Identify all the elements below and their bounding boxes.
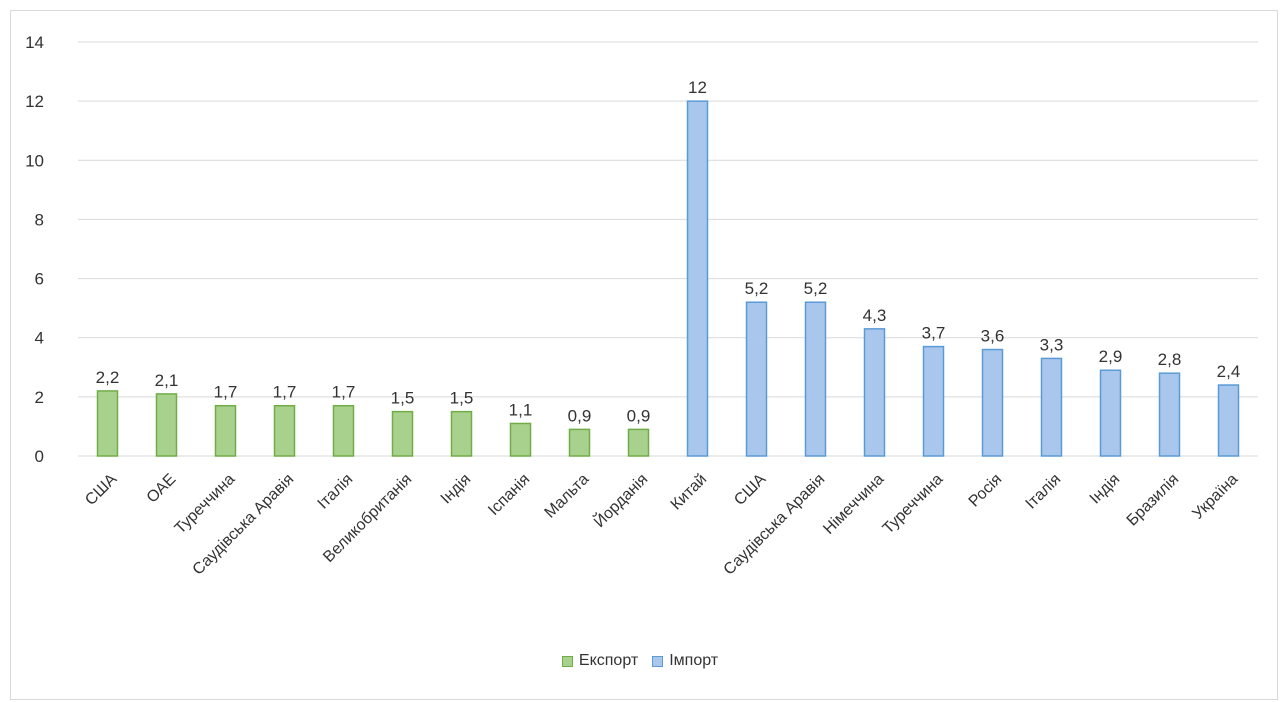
data-label: 12: [688, 78, 707, 97]
y-tick-label: 4: [35, 329, 44, 348]
bar: [745, 301, 768, 457]
data-label: 2,2: [96, 368, 120, 387]
y-tick-label: 12: [25, 92, 44, 111]
x-category-label: Італія: [1023, 471, 1065, 513]
y-axis-ticks: 0 2 4 6 8 10 12 14: [25, 33, 44, 466]
data-label: 4,3: [863, 306, 887, 325]
x-category-label: ОАЕ: [144, 471, 180, 507]
y-tick-label: 14: [25, 33, 44, 52]
data-label: 2,4: [1217, 362, 1241, 381]
bar: [96, 390, 119, 457]
data-label: 2,8: [1158, 350, 1182, 369]
gridlines: [78, 41, 1258, 457]
y-tick-label: 0: [35, 447, 44, 466]
legend-swatch-import: [652, 655, 664, 667]
x-category-label: Китай: [668, 471, 711, 514]
data-label: 1,7: [332, 383, 356, 402]
x-category-label: Україна: [1189, 471, 1241, 523]
x-category-label: Бразилія: [1124, 471, 1183, 530]
y-tick-label: 6: [35, 270, 44, 289]
bar: [1040, 357, 1063, 457]
bars: [96, 100, 1240, 457]
bar: [1217, 384, 1240, 457]
x-category-label: Мальта: [542, 471, 593, 522]
data-label: 5,2: [745, 279, 769, 298]
x-category-label: Туреччина: [880, 471, 947, 538]
x-category-label: Індія: [438, 471, 475, 508]
bar: [273, 404, 296, 457]
chart-frame: [10, 10, 1278, 700]
bar: [863, 328, 886, 457]
data-label: 1,5: [450, 389, 474, 408]
legend: Експорт Імпорт: [0, 652, 1280, 670]
data-label: 3,3: [1040, 335, 1064, 354]
x-category-label: Іспанія: [485, 471, 533, 519]
bar: [627, 428, 650, 457]
bar: [568, 428, 591, 457]
data-label: 5,2: [804, 279, 828, 298]
y-tick-label: 8: [35, 210, 44, 229]
x-category-label: США: [731, 471, 769, 509]
x-category-label: Росія: [966, 471, 1006, 511]
bar: [391, 410, 414, 457]
bar: [1099, 369, 1122, 457]
data-label: 0,9: [627, 406, 651, 425]
x-category-label: Саудівська Аравія: [190, 471, 298, 579]
x-category-label: Йорданія: [590, 469, 652, 531]
data-label: 2,1: [155, 371, 179, 390]
data-label: 2,9: [1099, 347, 1123, 366]
data-label: 1,7: [214, 383, 238, 402]
x-category-label: Німеччина: [820, 471, 887, 538]
bar: [1158, 372, 1181, 457]
legend-swatch-export: [561, 655, 573, 667]
bar: [686, 100, 709, 457]
bar: [332, 404, 355, 457]
y-tick-label: 10: [25, 151, 44, 170]
data-label: 1,5: [391, 389, 415, 408]
bar: [509, 422, 532, 457]
legend-label-import: Імпорт: [669, 652, 719, 669]
x-category-label: Індія: [1087, 471, 1124, 508]
bar: [981, 348, 1004, 457]
legend-item-export: Експорт: [561, 652, 639, 670]
bar: [214, 404, 237, 457]
data-label: 3,7: [922, 324, 946, 343]
data-label: 0,9: [568, 406, 592, 425]
data-labels: 2,2 2,1 1,7 1,7 1,7 1,5 1,5 1,1 0,9 0,9 12 5,2 5,2 4,…: [96, 78, 1241, 425]
x-category-label: Саудівська Аравія: [721, 471, 829, 579]
data-label: 1,1: [509, 400, 533, 419]
legend-item-import: Імпорт: [652, 652, 718, 670]
bar: [450, 410, 473, 457]
bar: [155, 393, 178, 457]
data-label: 3,6: [981, 327, 1005, 346]
x-category-label: Італія: [315, 471, 357, 513]
bar: [804, 301, 827, 457]
x-category-label: США: [82, 471, 120, 509]
legend-label-export: Експорт: [578, 652, 639, 669]
data-label: 1,7: [273, 383, 297, 402]
bar: [922, 345, 945, 457]
y-tick-label: 2: [35, 388, 44, 407]
